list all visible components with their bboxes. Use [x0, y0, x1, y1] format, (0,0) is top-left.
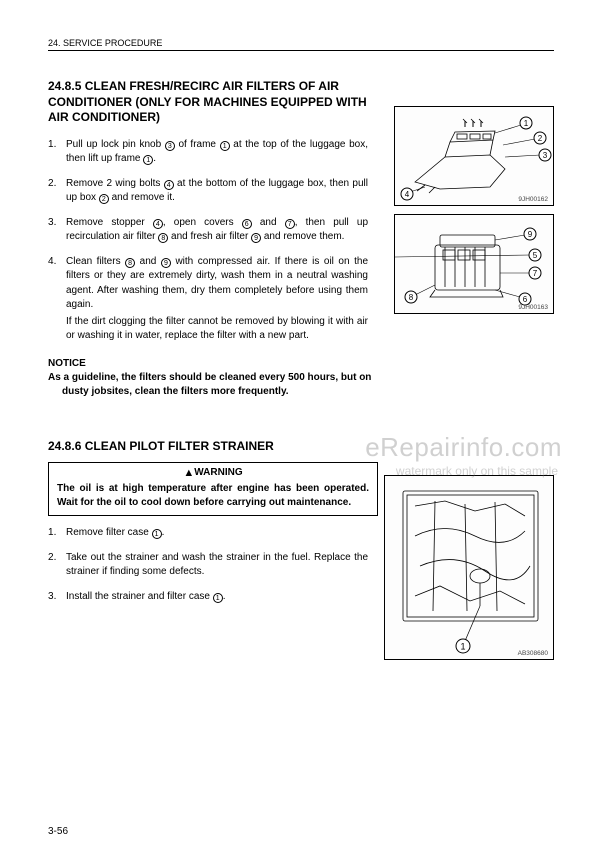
callout-ref: 1 — [213, 593, 223, 603]
callout-ref: 9 — [251, 233, 261, 243]
page-number: 3-56 — [48, 826, 68, 837]
callout-ref: 4 — [164, 180, 174, 190]
notice-label: NOTICE — [48, 358, 554, 369]
procedure-step: Remove 2 wing bolts 4 at the bottom of t… — [48, 177, 368, 206]
procedure-step: Remove filter case 1. — [48, 526, 368, 541]
section-title-2485: 24.8.5 CLEAN FRESH/RECIRC AIR FILTERS OF… — [48, 79, 368, 126]
figure-label: 9JH00162 — [518, 196, 548, 203]
figure-filter-assembly: 9 5 7 6 8 9JH00163 — [394, 214, 554, 314]
callout-2: 2 — [538, 134, 543, 143]
figure-air-filter-cab: 1 2 3 4 9JH00162 — [394, 106, 554, 206]
callout-ref: 8 — [158, 233, 168, 243]
section-heading: CLEAN FRESH/RECIRC AIR FILTERS OF AIR CO… — [48, 79, 367, 124]
diagram-icon: 9 5 7 6 8 — [395, 215, 555, 315]
section-number: 24.8.6 — [48, 439, 81, 453]
page-header: 24. SERVICE PROCEDURE — [48, 38, 554, 51]
callout-ref: 7 — [285, 219, 295, 229]
procedure-step: Pull up lock pin knob 3 of frame 1 at th… — [48, 138, 368, 167]
callout-1: 1 — [524, 119, 529, 128]
svg-text:8: 8 — [409, 293, 414, 302]
procedure-step: Install the strainer and filter case 1. — [48, 590, 368, 605]
section-number: 24.8.5 — [48, 79, 81, 93]
warning-header: ▲WARNING — [57, 467, 369, 479]
callout-4: 4 — [405, 190, 410, 199]
warning-icon: ▲ — [183, 467, 194, 479]
callout-ref: 3 — [165, 141, 175, 151]
procedure-list-2486: Remove filter case 1. Take out the strai… — [48, 526, 368, 604]
callout-ref: 1 — [143, 155, 153, 165]
procedure-list-2485: Pull up lock pin knob 3 of frame 1 at th… — [48, 138, 368, 344]
notice-text: As a guideline, the filters should be cl… — [48, 371, 388, 399]
procedure-substep: If the dirt clogging the filter cannot b… — [66, 315, 368, 344]
svg-text:5: 5 — [533, 251, 538, 260]
svg-text:6: 6 — [523, 295, 528, 304]
warning-label: WARNING — [194, 467, 242, 478]
watermark-logo: eRepairinfo.com — [365, 432, 562, 463]
callout-ref: 1 — [220, 141, 230, 151]
procedure-step: Take out the strainer and wash the strai… — [48, 551, 368, 580]
figure-label: AB308680 — [518, 650, 548, 657]
procedure-step: Remove stopper 4, open covers 6 and 7, t… — [48, 216, 368, 245]
diagram-icon: 1 — [385, 476, 555, 661]
callout-ref: 4 — [153, 219, 163, 229]
diagram-icon: 1 2 3 4 — [395, 107, 555, 207]
svg-text:1: 1 — [460, 642, 465, 652]
callout-ref: 9 — [161, 258, 171, 268]
warning-box: ▲WARNING The oil is at high temperature … — [48, 462, 378, 516]
warning-text: The oil is at high temperature after eng… — [57, 482, 369, 509]
figure-label: 9JH00163 — [518, 304, 548, 311]
svg-text:9: 9 — [528, 230, 533, 239]
section-heading: CLEAN PILOT FILTER STRAINER — [85, 439, 274, 453]
callout-ref: 6 — [242, 219, 252, 229]
procedure-step: Clean filters 8 and 9 with compressed ai… — [48, 255, 368, 344]
section-title-2486: 24.8.6 CLEAN PILOT FILTER STRAINER — [48, 439, 368, 455]
svg-text:7: 7 — [533, 269, 538, 278]
callout-ref: 1 — [152, 529, 162, 539]
figure-pilot-strainer: 1 AB308680 — [384, 475, 554, 660]
callout-ref: 2 — [99, 194, 109, 204]
callout-3: 3 — [543, 151, 548, 160]
callout-ref: 8 — [125, 258, 135, 268]
